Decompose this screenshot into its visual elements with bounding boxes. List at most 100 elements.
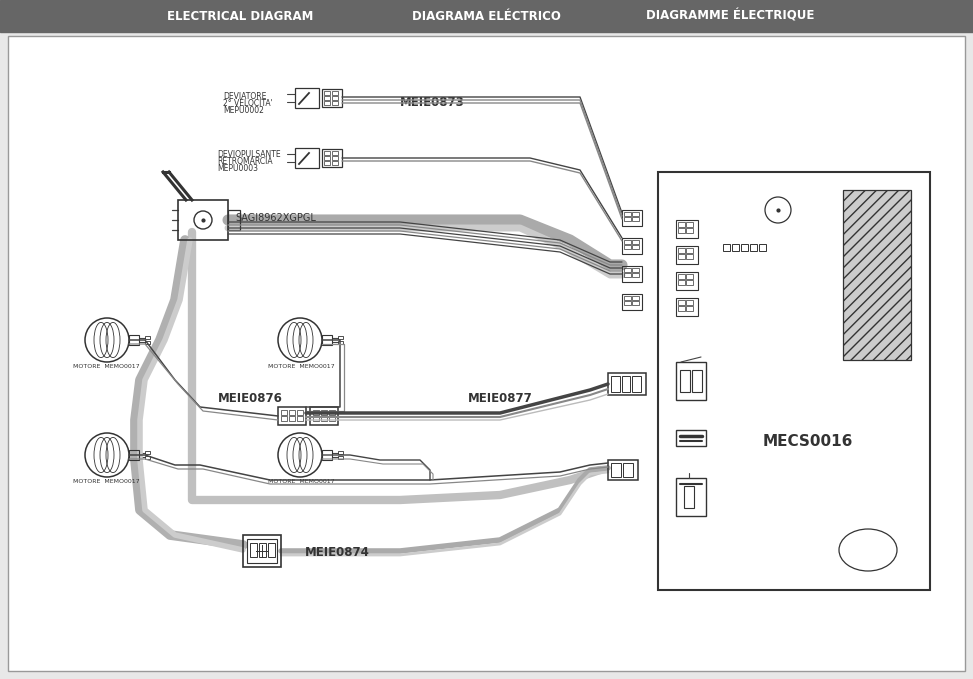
Bar (678, 300, 685, 305)
Bar (332, 156, 338, 160)
Bar (324, 161, 330, 165)
Bar (678, 248, 685, 253)
Bar (332, 161, 338, 165)
Bar (243, 535, 281, 567)
Bar (678, 306, 685, 311)
Bar (624, 273, 631, 277)
Bar (676, 272, 698, 290)
Text: MEIE0874: MEIE0874 (305, 547, 370, 559)
Bar (622, 376, 631, 392)
Bar (145, 341, 150, 344)
Bar (686, 300, 693, 305)
Bar (228, 210, 240, 230)
Bar (623, 463, 633, 477)
Bar (632, 268, 639, 272)
Bar (278, 407, 306, 425)
Bar (281, 416, 287, 421)
Bar (324, 101, 330, 105)
Bar (676, 362, 706, 400)
Bar (332, 101, 338, 105)
Bar (678, 228, 685, 233)
Bar (145, 456, 150, 459)
Bar (759, 244, 766, 251)
Bar (145, 451, 150, 454)
Text: MOTORE  MEMO0017: MOTORE MEMO0017 (73, 364, 139, 369)
Text: MECS0016: MECS0016 (763, 435, 853, 449)
Bar (676, 298, 698, 316)
Bar (624, 240, 631, 244)
Text: MEIE0876: MEIE0876 (218, 392, 283, 405)
Bar (321, 416, 327, 421)
Bar (313, 416, 319, 421)
Bar (686, 222, 693, 227)
Bar (289, 410, 295, 415)
Bar (322, 149, 342, 167)
Bar (676, 430, 706, 446)
Bar (624, 245, 631, 249)
Bar (324, 156, 330, 160)
Text: MOTORE  MEMO0017: MOTORE MEMO0017 (73, 479, 139, 484)
Bar (632, 212, 639, 216)
Bar (632, 273, 639, 277)
Bar (313, 410, 319, 415)
Text: MEPU0002: MEPU0002 (223, 106, 264, 115)
Text: MOTORE  MEMO0017: MOTORE MEMO0017 (268, 364, 335, 369)
Bar (295, 88, 319, 108)
Bar (676, 478, 706, 516)
Bar (686, 254, 693, 259)
Bar (686, 248, 693, 253)
Bar (611, 376, 620, 392)
Bar (684, 486, 694, 508)
Bar (338, 341, 343, 344)
Bar (259, 543, 266, 557)
Text: SAGI8962XGPGL: SAGI8962XGPGL (235, 213, 316, 223)
Bar (329, 416, 335, 421)
Bar (322, 335, 332, 345)
Bar (611, 463, 621, 477)
Text: RETROMARCIA: RETROMARCIA (217, 157, 272, 166)
Bar (632, 376, 641, 392)
Text: MEIE0873: MEIE0873 (400, 96, 465, 109)
Bar (678, 274, 685, 279)
Bar (624, 268, 631, 272)
Bar (676, 220, 698, 238)
Bar (608, 373, 646, 395)
Bar (686, 274, 693, 279)
Bar (297, 416, 303, 421)
Text: DIAGRAMA ELÉCTRICO: DIAGRAMA ELÉCTRICO (412, 10, 560, 22)
Bar (145, 336, 150, 339)
Bar (129, 335, 139, 345)
Bar (686, 228, 693, 233)
Bar (332, 96, 338, 100)
Bar (289, 416, 295, 421)
Bar (676, 246, 698, 264)
Text: MEPU0003: MEPU0003 (217, 164, 258, 173)
Bar (686, 306, 693, 311)
Bar (322, 450, 332, 460)
Bar (632, 217, 639, 221)
Bar (295, 148, 319, 168)
Text: DEVIOPULSANTE: DEVIOPULSANTE (217, 150, 280, 159)
Bar (680, 370, 690, 392)
Text: DIAGRAMME ÉLECTRIQUE: DIAGRAMME ÉLECTRIQUE (646, 10, 814, 22)
Bar (338, 456, 343, 459)
Bar (297, 410, 303, 415)
Bar (843, 190, 911, 360)
Bar (321, 410, 327, 415)
Bar (178, 200, 228, 240)
Text: ELECTRICAL DIAGRAM: ELECTRICAL DIAGRAM (166, 10, 313, 22)
Bar (622, 238, 642, 254)
Bar (632, 240, 639, 244)
Bar (658, 172, 930, 590)
Bar (338, 336, 343, 339)
Bar (332, 91, 338, 95)
Bar (678, 222, 685, 227)
Bar (624, 217, 631, 221)
Bar (723, 244, 730, 251)
Text: DEVIATORE: DEVIATORE (223, 92, 267, 101)
Bar (268, 543, 275, 557)
Bar (692, 370, 702, 392)
Text: MOTORE  MEMO0017: MOTORE MEMO0017 (268, 479, 335, 484)
Bar (129, 450, 139, 460)
Bar (732, 244, 739, 251)
